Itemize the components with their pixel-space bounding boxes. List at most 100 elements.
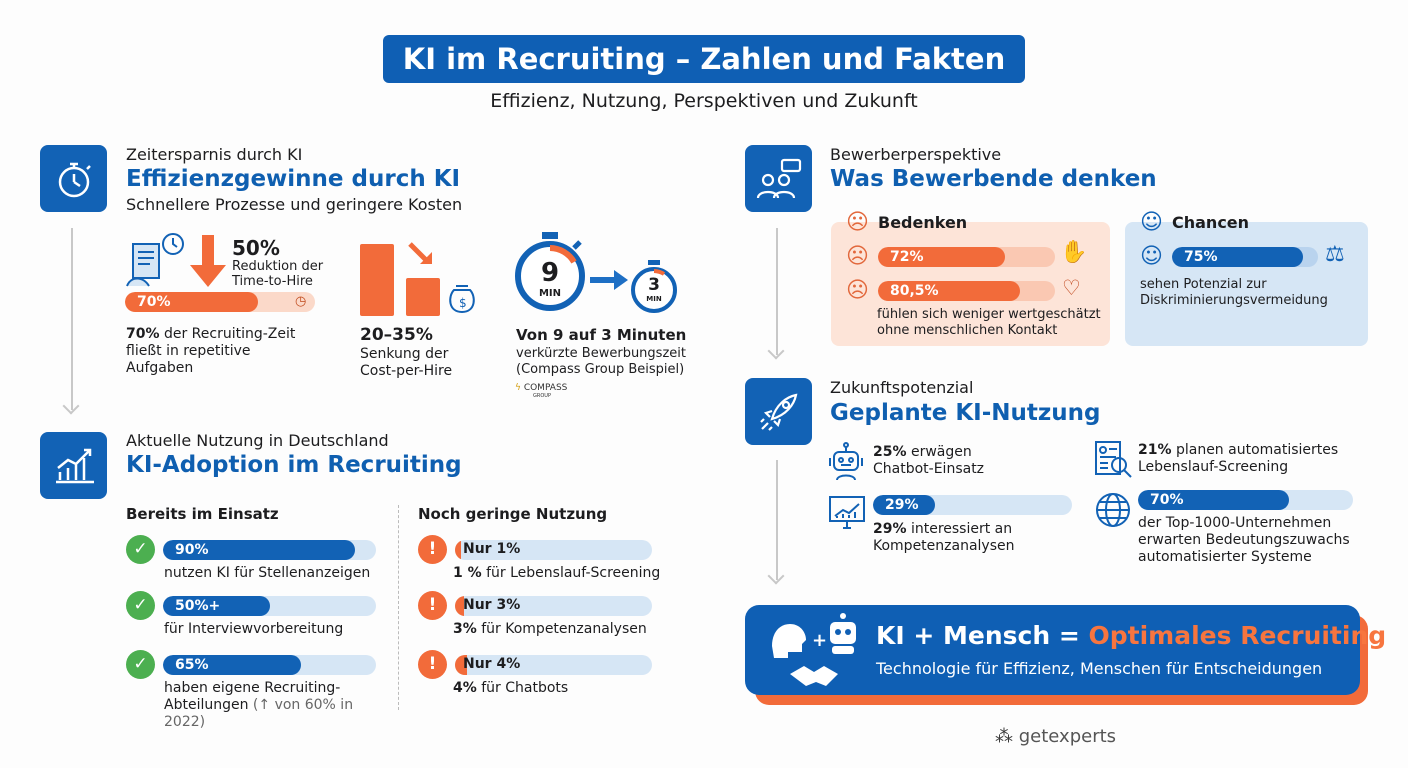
cv-search-icon [1095, 441, 1133, 483]
time-to-hire-line2: Time-to-Hire [232, 274, 313, 289]
in-use-bar-fill: 90% [163, 540, 355, 560]
low-use-text: 3% für Kompetenzanalysen [453, 621, 647, 637]
chances-bar: 75% [1172, 247, 1318, 267]
low-use-text: 4% für Chatbots [453, 680, 569, 696]
section-kicker: Aktuelle Nutzung in Deutschland [126, 431, 389, 450]
hand-icon: ✋ [1060, 240, 1088, 265]
page-title: KI im Recruiting – Zahlen und Fakten [383, 35, 1025, 83]
page-subtitle: Effizienz, Nutzung, Perspektiven und Zuk… [490, 90, 918, 112]
low-use-bar-fill [455, 655, 467, 675]
low-use-heading: Noch geringe Nutzung [418, 505, 608, 523]
robot-icon [829, 442, 863, 486]
low-use-bar [455, 540, 652, 560]
clock-icon: ◷ [295, 294, 307, 309]
scales-icon: ⚖ [1325, 242, 1345, 267]
section-title: Was Bewerbende denken [830, 166, 1157, 192]
compass-group-logo: ϟ COMPASS GROUP [515, 383, 568, 399]
chances-bar-fill: 75% [1172, 247, 1304, 267]
time-line1: verkürzte Bewerbungszeit [516, 346, 686, 361]
cost-bars-icon: $ [358, 240, 478, 320]
globe-icon [1095, 492, 1131, 532]
chances-text1: sehen Potenzial zur [1140, 277, 1267, 292]
flow-arrow [776, 460, 778, 580]
in-use-heading: Bereits im Einsatz [126, 505, 279, 523]
sad-face-icon: ☹ [846, 210, 869, 235]
repetitive-bar-fill: 70% [125, 292, 258, 312]
chances-heading: Chancen [1172, 213, 1250, 232]
svg-text:$: $ [459, 296, 467, 310]
repetitive-bar: 70% [125, 292, 315, 312]
in-use-bar: 65% [163, 655, 376, 675]
competence-text: 29% interessiert an Kompetenzanalysen [873, 521, 1015, 554]
top1000-bar: 70% [1138, 490, 1353, 510]
smiley-icon: ☺ [1140, 210, 1163, 235]
screening-text: 21% planen automatisiertes Lebenslauf-Scr… [1138, 442, 1339, 475]
low-use-label: Nur 1% [463, 541, 521, 557]
repetitive-desc: der Recruiting-Zeit fließt in repetitive… [126, 326, 296, 376]
analytics-monitor-icon [829, 496, 865, 534]
low-use-label: Nur 3% [463, 597, 521, 613]
repetitive-text: 70% der Recruiting-Zeit fließt in repeti… [126, 326, 316, 377]
in-use-text: haben eigene Recruiting-Abteilungen (↑ v… [164, 680, 354, 730]
chatbot-text: 25% erwägen Chatbot-Einsatz [873, 444, 985, 477]
broken-heart-icon: ♡ [1062, 276, 1081, 300]
stopwatch-9-icon: 9 MIN [512, 230, 592, 314]
time-line2: (Compass Group Beispiel) [516, 362, 685, 377]
getexperts-logo: ⁂ getexperts [995, 726, 1117, 747]
warning-icon: ! [418, 591, 447, 620]
concerns-text1: fühlen sich weniger wertgeschätzt [877, 307, 1101, 322]
check-icon: ✓ [126, 591, 155, 620]
section-subtitle: Schnellere Prozesse und geringere Kosten [126, 195, 463, 214]
check-icon: ✓ [126, 535, 155, 564]
rocket-icon [745, 378, 812, 445]
svg-text:+: + [812, 630, 827, 651]
in-use-bar: 50%+ [163, 596, 376, 616]
banner-title: KI + Mensch = Optimales Recruiting [876, 621, 1387, 650]
stopwatch-big-value: 9 [540, 258, 560, 288]
section-title: KI-Adoption im Recruiting [126, 452, 462, 478]
stopwatch-small-value: 3 [648, 275, 660, 295]
in-use-text: nutzen KI für Stellenanzeigen [164, 565, 371, 581]
banner-subtitle: Technologie für Effizienz, Menschen für … [876, 659, 1323, 678]
competence-bar: 29% [873, 495, 1072, 515]
right-arrow-icon [590, 270, 628, 294]
check-icon: ✓ [126, 650, 155, 679]
stopwatch-small-unit: MIN [646, 295, 662, 303]
in-use-bar-fill: 65% [163, 655, 302, 675]
in-use-bar: 90% [163, 540, 376, 560]
stopwatch-big-unit: MIN [538, 288, 562, 299]
concern-bar-2: 80,5% [878, 281, 1055, 301]
warning-icon: ! [418, 650, 447, 679]
concern-bar-1: 72% [878, 247, 1055, 267]
section-kicker: Zeitersparnis durch KI [126, 145, 303, 164]
repetitive-bold: 70% [126, 326, 160, 342]
growth-chart-icon [40, 432, 107, 499]
cost-value: 20–35% [360, 325, 433, 345]
low-use-bar-fill [455, 596, 464, 616]
low-use-bar-fill [455, 540, 461, 560]
cost-line2: Cost-per-Hire [360, 363, 453, 379]
top1000-text: der Top-1000-Unternehmen erwarten Bedeutu… [1138, 515, 1350, 565]
low-use-label: Nur 4% [463, 656, 521, 672]
cost-line1: Senkung der [360, 346, 449, 362]
competence-bar-fill: 29% [873, 495, 935, 515]
smiley-icon: ☺ [1140, 244, 1163, 269]
divider [398, 505, 399, 710]
people-chat-icon [745, 145, 812, 212]
human-ai-handshake-icon: + [768, 612, 864, 694]
warning-icon: ! [418, 535, 447, 564]
in-use-note: (↑ von 60% in 2022) [164, 697, 354, 730]
in-use-text: für Interviewvorbereitung [164, 621, 344, 637]
section-kicker: Zukunftspotenzial [830, 378, 974, 397]
section-kicker: Bewerberperspektive [830, 145, 1002, 164]
low-use-text: 1 % für Lebenslauf-Screening [453, 565, 661, 581]
flow-arrow [776, 228, 778, 355]
documents-clock-icon [125, 232, 187, 294]
section-title: Geplante KI-Nutzung [830, 400, 1101, 426]
concern-bar-2-fill: 80,5% [878, 281, 1021, 301]
low-use-bar [455, 655, 652, 675]
section-title: Effizienzgewinne durch KI [126, 166, 461, 192]
chances-card [1125, 222, 1368, 346]
flow-arrow [71, 228, 73, 410]
chances-text2: Diskriminierungsvermeidung [1140, 293, 1328, 308]
